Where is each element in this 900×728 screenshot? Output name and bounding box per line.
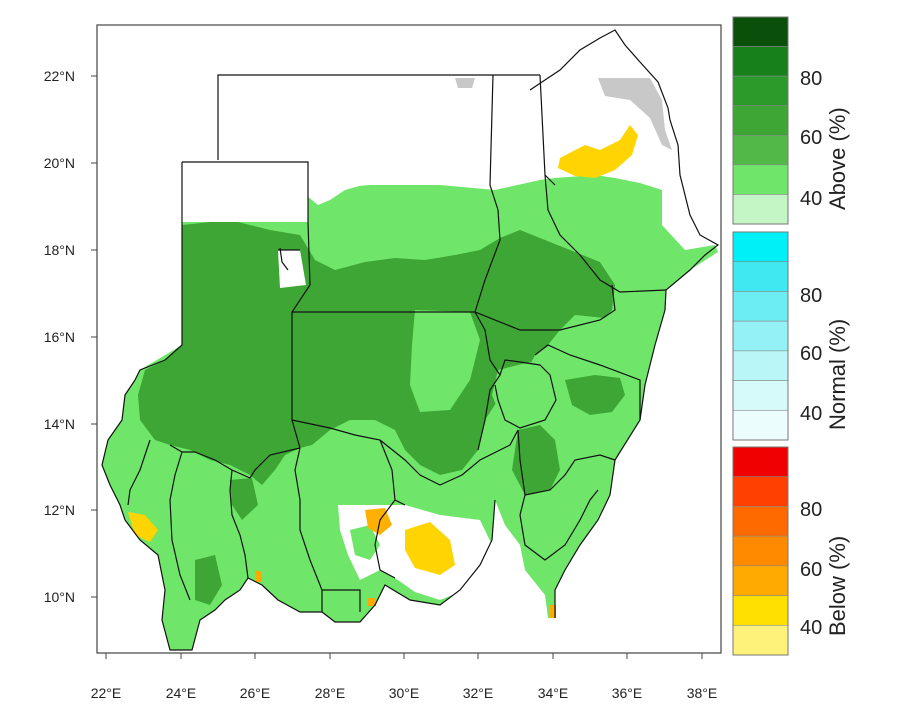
legend-normal-swatch: [732, 231, 789, 263]
y-tick-label: 18°N: [44, 242, 75, 258]
legend-above-label-60: 60: [800, 127, 822, 149]
region-light-green-south: [350, 525, 380, 560]
legend-above-swatch: [732, 164, 789, 195]
legend-above-swatch: [732, 194, 789, 225]
legend-labels: 80 60 40 80 60 40 80 60 40: [800, 68, 822, 639]
legend-above-label-40: 40: [800, 188, 822, 210]
boundary-inner-2: [291, 344, 641, 486]
legend-below-frame: [732, 446, 789, 656]
white-area-north: [218, 75, 545, 205]
y-tick-label: 22°N: [44, 68, 75, 84]
legend-above-swatch: [732, 75, 789, 107]
boundary-northeast: [529, 29, 720, 618]
region-light-green-island-2: [492, 362, 560, 428]
legend-above-swatch: [732, 16, 789, 47]
below-patch-ne: [558, 125, 638, 178]
legend-below-swatch: [732, 595, 789, 626]
x-tick-label: 28°E: [315, 685, 346, 701]
y-tick-marks: [91, 75, 97, 598]
legend-below-swatch: [732, 446, 789, 478]
region-dark-green-sw: [195, 555, 222, 605]
legend-below-swatch: [732, 565, 789, 596]
y-tick-label: 16°N: [44, 329, 75, 345]
legend-below-swatch: [732, 506, 789, 537]
legend-below-swatch: [732, 624, 789, 656]
legend-normal-swatch: [732, 380, 789, 411]
legend-above-frame: [732, 16, 789, 225]
region-dark-green-east: [565, 375, 625, 415]
boundary-inner-sw: [127, 439, 191, 601]
x-tick-marks: [105, 653, 703, 659]
legend-normal-label-40: 40: [800, 403, 822, 425]
x-tick-label: 32°E: [463, 685, 494, 701]
y-tick-label: 20°N: [44, 155, 75, 171]
legend-below-label-80: 80: [800, 499, 822, 521]
white-area-northwest: [182, 162, 308, 222]
boundary-inner-south: [169, 444, 323, 612]
y-tick-labels: 10°N 12°N 14°N 16°N 18°N 20°N 22°N: [44, 68, 75, 605]
legend-normal-label-60: 60: [800, 343, 822, 365]
y-tick-label: 12°N: [44, 502, 75, 518]
boundary-small-box: [278, 247, 300, 271]
legend-above-swatch: [732, 46, 789, 77]
white-area-ne-desert: [530, 30, 700, 248]
legend-normal: [732, 231, 789, 441]
legend-above-swatch: [732, 105, 789, 136]
y-tick-label: 10°N: [44, 589, 75, 605]
legend-normal-label-80: 80: [800, 285, 822, 307]
x-tick-label: 38°E: [687, 685, 718, 701]
boundary-inner-3: [494, 359, 616, 516]
dry-mask-grey-2: [455, 78, 475, 88]
region-light-green-island-1: [410, 310, 480, 412]
x-tick-label: 30°E: [389, 685, 420, 701]
legend-above-label-80: 80: [800, 68, 822, 90]
region-dark-green-sw2: [230, 478, 258, 520]
legend-normal-swatch: [732, 291, 789, 322]
legend-normal-swatch: [732, 409, 789, 441]
x-tick-label: 36°E: [612, 685, 643, 701]
region-dark-green-southeast: [512, 425, 560, 495]
region-dark-green-main: [138, 220, 615, 485]
below-patch-small-3: [368, 598, 376, 606]
legend-above-title: Above (%): [825, 107, 850, 210]
legend-below-swatch: [732, 476, 789, 507]
x-tick-labels: 22°E 24°E 26°E 28°E 30°E 32°E 34°E 36°E …: [91, 685, 718, 701]
legend-normal-frame: [732, 231, 789, 441]
legend-normal-swatch: [732, 350, 789, 381]
x-tick-label: 24°E: [166, 685, 197, 701]
below-patch-south-2: [365, 508, 392, 535]
legend-below-label-40: 40: [800, 617, 822, 639]
legend-above: [732, 16, 789, 225]
dry-mask-grey: [598, 78, 672, 150]
y-tick-label: 14°N: [44, 416, 75, 432]
boundary-inner-ne: [539, 74, 667, 293]
legend-below: [732, 446, 789, 656]
legend-below-swatch: [732, 535, 789, 567]
x-tick-label: 34°E: [538, 685, 569, 701]
legend-below-label-60: 60: [800, 559, 822, 581]
legend-normal-title: Normal (%): [825, 319, 850, 430]
boundary-north: [217, 74, 540, 313]
below-patch-small-1: [255, 570, 262, 582]
x-tick-label: 26°E: [240, 685, 271, 701]
x-tick-label: 22°E: [91, 685, 122, 701]
boundary-inner-south-2: [322, 439, 599, 612]
legend-below-title: Below (%): [825, 536, 850, 636]
map-content: [101, 29, 720, 651]
below-patch-south-1: [405, 522, 455, 575]
legend-above-swatch: [732, 134, 789, 166]
legend-normal-swatch: [732, 261, 789, 292]
white-area-central: [278, 250, 306, 288]
boundaries: [101, 29, 720, 651]
legend-normal-swatch: [732, 320, 789, 352]
